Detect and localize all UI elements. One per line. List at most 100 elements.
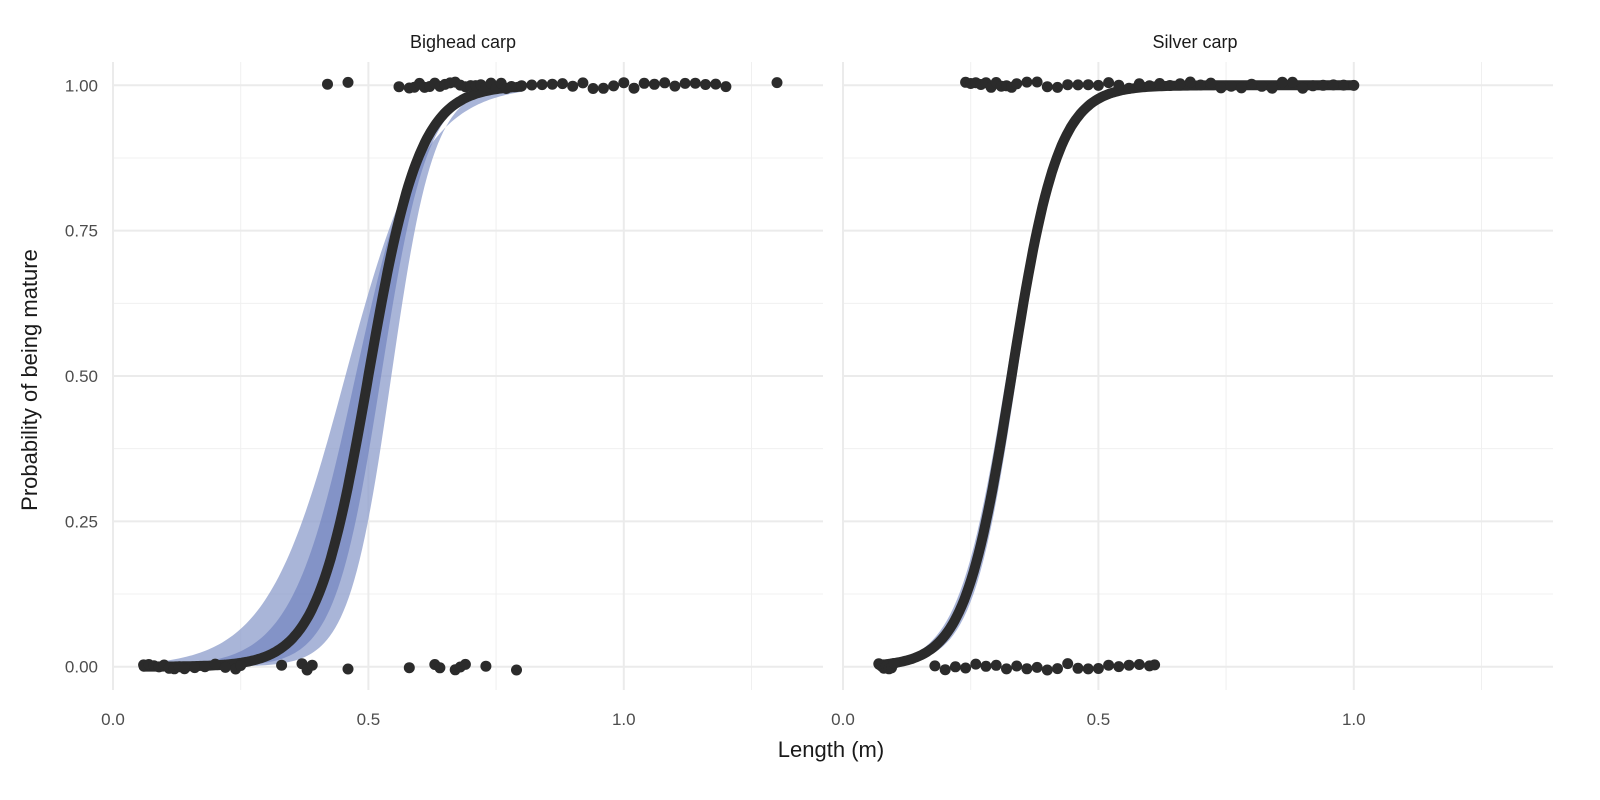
y-axis-title: Probability of being mature bbox=[17, 249, 42, 511]
y-tick-label: 1.00 bbox=[65, 76, 98, 95]
data-point-mature bbox=[1144, 80, 1155, 92]
data-point-immature bbox=[1062, 658, 1074, 670]
data-point-mature bbox=[1113, 79, 1125, 91]
data-point-mature bbox=[1052, 81, 1063, 93]
data-point-mature bbox=[1225, 80, 1237, 92]
data-point-mature bbox=[577, 77, 589, 89]
panel-title-silver: Silver carp bbox=[1152, 32, 1237, 52]
data-point-mature bbox=[1205, 77, 1217, 89]
data-point-immature bbox=[1072, 662, 1084, 674]
data-point-mature bbox=[322, 78, 333, 90]
data-point-mature bbox=[526, 79, 538, 91]
data-point-immature bbox=[189, 662, 201, 674]
data-point-immature bbox=[480, 660, 492, 672]
data-point-immature bbox=[459, 658, 471, 670]
data-point-mature bbox=[1011, 78, 1023, 90]
data-point-immature bbox=[235, 660, 247, 671]
data-layer bbox=[138, 76, 1360, 676]
data-point-mature bbox=[536, 79, 548, 91]
data-point-mature bbox=[516, 80, 528, 92]
data-point-mature bbox=[1031, 76, 1043, 88]
data-point-mature bbox=[1103, 77, 1115, 89]
data-point-immature bbox=[990, 659, 1002, 671]
data-point-mature bbox=[546, 78, 558, 90]
y-tick-label: 0.75 bbox=[65, 222, 98, 241]
data-point-immature bbox=[970, 658, 982, 670]
data-point-mature bbox=[1276, 76, 1288, 88]
data-point-immature bbox=[1082, 663, 1094, 675]
data-point-mature bbox=[771, 77, 783, 89]
data-point-mature bbox=[1307, 80, 1319, 92]
data-point-immature bbox=[1133, 659, 1145, 670]
x-tick-label: 0.5 bbox=[357, 710, 381, 729]
data-point-immature bbox=[960, 662, 972, 674]
data-point-immature bbox=[434, 662, 446, 674]
data-point-immature bbox=[276, 659, 288, 671]
data-point-immature bbox=[939, 664, 951, 676]
data-point-mature bbox=[648, 78, 660, 90]
data-point-immature bbox=[511, 664, 522, 676]
data-point-immature bbox=[1011, 660, 1023, 672]
data-point-immature bbox=[1052, 663, 1063, 675]
data-point-mature bbox=[608, 80, 620, 92]
data-point-immature bbox=[888, 658, 900, 669]
data-point-mature bbox=[1184, 76, 1196, 88]
data-point-immature bbox=[1149, 659, 1161, 671]
data-point-mature bbox=[597, 82, 609, 94]
data-point-mature bbox=[1338, 79, 1350, 91]
data-point-immature bbox=[1001, 663, 1012, 675]
data-point-immature bbox=[219, 661, 231, 673]
data-point-immature bbox=[179, 663, 190, 675]
data-point-mature bbox=[342, 76, 354, 88]
data-point-immature bbox=[1123, 659, 1135, 671]
data-point-immature bbox=[1103, 659, 1115, 671]
data-point-mature bbox=[1072, 79, 1084, 91]
data-point-mature bbox=[1021, 76, 1033, 88]
data-point-mature bbox=[1246, 78, 1258, 90]
label-layer: Bighead carp Silver carp Probability of … bbox=[17, 32, 1366, 762]
data-point-mature bbox=[505, 81, 517, 92]
data-point-immature bbox=[929, 660, 941, 672]
y-tick-label: 0.25 bbox=[65, 512, 98, 531]
data-point-mature bbox=[1133, 78, 1145, 90]
x-tick-label: 1.0 bbox=[1342, 710, 1366, 729]
data-point-mature bbox=[659, 77, 671, 89]
x-tick-label: 0.5 bbox=[1087, 710, 1111, 729]
data-point-mature bbox=[669, 80, 681, 92]
data-point-mature bbox=[1062, 79, 1074, 91]
data-point-mature bbox=[1287, 76, 1298, 88]
data-point-mature bbox=[1154, 78, 1166, 89]
data-point-immature bbox=[1113, 661, 1125, 673]
data-point-immature bbox=[949, 661, 961, 673]
data-point-mature bbox=[1092, 79, 1104, 91]
x-tick-label: 1.0 bbox=[612, 710, 636, 729]
data-point-mature bbox=[679, 77, 691, 89]
x-axis-title: Length (m) bbox=[778, 737, 884, 762]
data-point-mature bbox=[567, 80, 579, 92]
data-point-immature bbox=[980, 660, 992, 672]
data-point-mature bbox=[720, 81, 732, 93]
data-point-immature bbox=[1092, 663, 1104, 674]
data-point-mature bbox=[1041, 81, 1053, 93]
data-point-mature bbox=[1327, 79, 1339, 91]
data-point-immature bbox=[199, 661, 211, 673]
data-point-mature bbox=[1256, 80, 1268, 92]
data-point-mature bbox=[393, 81, 405, 93]
data-point-mature bbox=[1317, 79, 1329, 91]
data-point-immature bbox=[403, 662, 415, 674]
data-point-immature bbox=[209, 658, 221, 670]
data-point-immature bbox=[342, 663, 354, 675]
panel-title-bighead: Bighead carp bbox=[410, 32, 516, 52]
data-point-mature bbox=[1235, 82, 1247, 94]
y-tick-label: 0.00 bbox=[65, 658, 98, 677]
data-point-immature bbox=[306, 659, 318, 671]
data-point-mature bbox=[1082, 79, 1094, 91]
data-point-immature bbox=[1031, 661, 1043, 673]
data-point-immature bbox=[1021, 663, 1033, 675]
data-point-mature bbox=[638, 77, 650, 89]
data-point-mature bbox=[557, 78, 568, 90]
data-point-mature bbox=[618, 77, 630, 89]
data-point-mature bbox=[1174, 78, 1186, 90]
y-tick-label: 0.50 bbox=[65, 367, 98, 386]
